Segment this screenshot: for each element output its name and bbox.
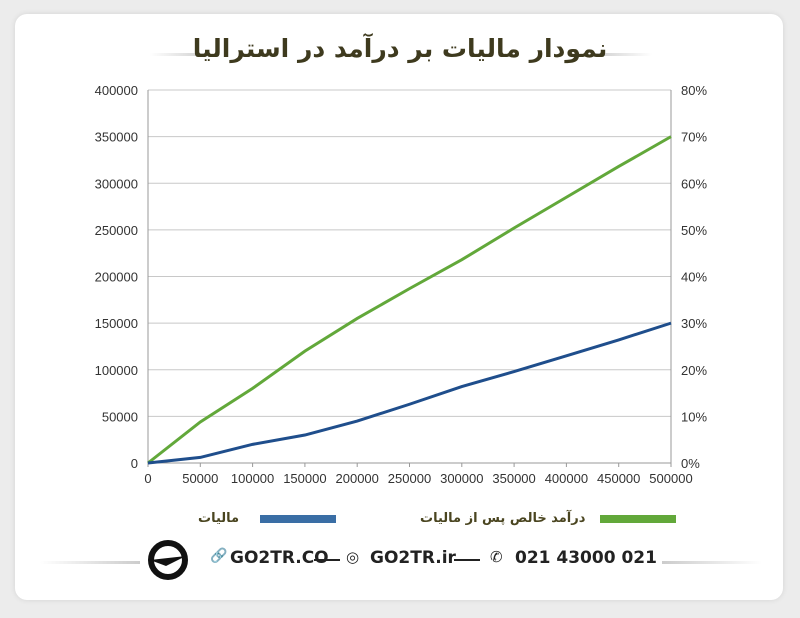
instagram-icon: ◎ — [346, 548, 360, 566]
phone-icon: ✆ — [490, 548, 503, 566]
y-tick-label: 50000 — [102, 409, 138, 424]
x-tick-label: 150000 — [283, 471, 326, 486]
x-tick-label: 350000 — [492, 471, 535, 486]
y-tick-label: 150000 — [95, 316, 138, 331]
card — [15, 14, 783, 600]
y-tick-label: 0 — [131, 456, 138, 471]
series-line-0 — [147, 135, 672, 465]
x-tick-label: 0 — [144, 471, 151, 486]
y2-tick-label: 40% — [681, 270, 707, 285]
y2-tick-label: 70% — [681, 130, 707, 145]
separator — [314, 559, 340, 561]
legend-swatch-net — [600, 515, 676, 523]
y-tick-label: 200000 — [95, 270, 138, 285]
y-tick-label: 400000 — [95, 83, 138, 98]
chart-title: نمودار مالیات بر درآمد در استرالیا — [192, 34, 608, 63]
y2-tick-label: 30% — [681, 316, 707, 331]
y2-tick-label: 60% — [681, 176, 707, 191]
x-tick-label: 250000 — [388, 471, 431, 486]
website-link-co[interactable]: GO2TR.CO — [230, 548, 329, 568]
x-tick-label: 300000 — [440, 471, 483, 486]
legend-label-net: درآمد خالص پس از مالیات — [420, 511, 586, 526]
x-tick-label: 450000 — [597, 471, 640, 486]
y-tick-label: 350000 — [95, 130, 138, 145]
footer-divider — [662, 561, 762, 564]
y-tick-label: 250000 — [95, 223, 138, 238]
phone-number[interactable]: 021 43000 021 — [515, 548, 657, 568]
link-icon: 🔗 — [210, 548, 228, 564]
x-tick-label: 100000 — [231, 471, 274, 486]
y2-tick-label: 0% — [681, 456, 700, 471]
x-tick-label: 400000 — [545, 471, 588, 486]
website-link-ir[interactable]: GO2TR.ir — [370, 548, 456, 568]
y-tick-label: 300000 — [95, 176, 138, 191]
y2-tick-label: 20% — [681, 363, 707, 378]
y2-tick-label: 50% — [681, 223, 707, 238]
y2-tick-label: 10% — [681, 409, 707, 424]
x-tick-label: 200000 — [336, 471, 379, 486]
y-tick-label: 100000 — [95, 363, 138, 378]
legend-label-tax: مالیات — [198, 511, 240, 526]
y2-tick-label: 80% — [681, 83, 707, 98]
title-divider — [150, 53, 210, 56]
x-tick-label: 500000 — [649, 471, 692, 486]
legend-swatch-tax — [260, 515, 336, 523]
separator — [454, 559, 480, 561]
footer-divider — [40, 561, 140, 564]
logo-icon — [148, 540, 188, 580]
series-line-1 — [147, 321, 672, 465]
x-tick-label: 50000 — [182, 471, 218, 486]
